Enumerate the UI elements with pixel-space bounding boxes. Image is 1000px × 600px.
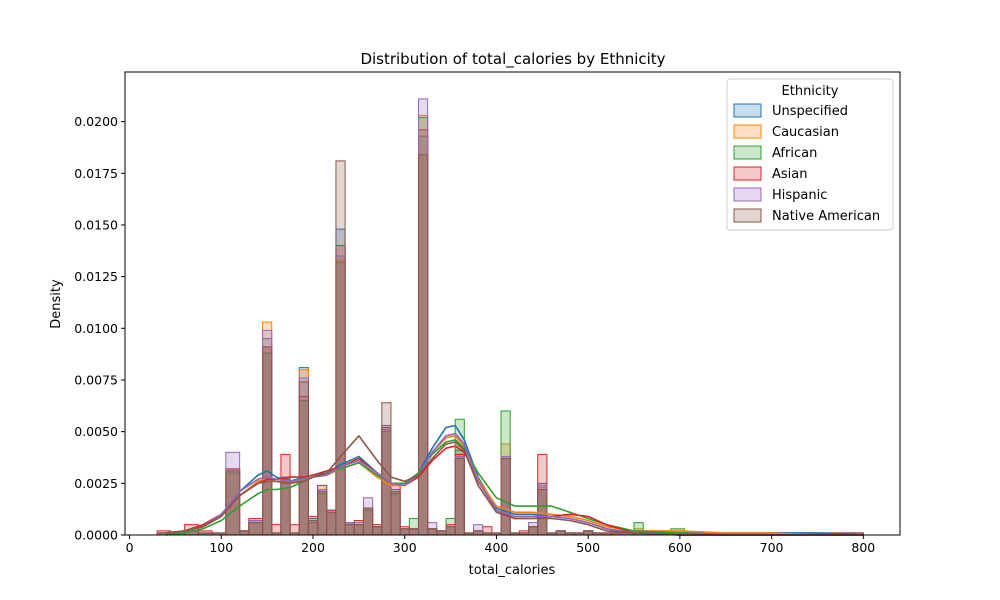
legend-label: Native American <box>772 209 880 224</box>
bar-native-american <box>239 530 250 536</box>
legend-swatch <box>733 187 762 202</box>
bar-native-american <box>528 526 539 536</box>
bar-native-american <box>298 381 309 536</box>
y-axis: 0.0000 0.0025 0.0050 0.0075 0.0100 0.0125 0.01… <box>74 114 125 543</box>
legend-item-hispanic: Hispanic <box>733 187 827 203</box>
bar-native-american <box>390 491 401 536</box>
legend-label: Caucasian <box>772 125 839 140</box>
x-tick-label: 500 <box>576 540 600 555</box>
legend-frame <box>726 78 894 231</box>
legend-item-african: African <box>733 145 817 161</box>
y-tick-label: 0.0100 <box>74 321 118 336</box>
x-tick-label: 200 <box>301 540 325 555</box>
y-tick-label: 0.0075 <box>74 372 118 387</box>
bar-native-american <box>335 160 346 536</box>
kde-line-hispanic <box>165 432 865 536</box>
legend-swatch <box>733 208 762 223</box>
legend: Ethnicity Unspecified Caucasian African Asi… <box>726 78 894 231</box>
legend-swatch <box>733 103 762 118</box>
y-tick-label: 0.0200 <box>74 114 118 129</box>
bar-native-american <box>326 511 337 536</box>
legend-swatch <box>733 145 762 160</box>
x-tick-label: 0 <box>126 540 134 555</box>
bar-native-american <box>408 528 419 536</box>
bar-native-american <box>353 524 364 536</box>
kde-curves <box>165 424 865 536</box>
chart-title: Distribution of total_calories by Ethnic… <box>360 50 665 69</box>
legend-label: Asian <box>772 167 807 182</box>
bar-native-american <box>555 530 566 536</box>
y-tick-label: 0.0050 <box>74 424 118 439</box>
bar-native-american <box>417 154 429 536</box>
y-tick-label: 0.0000 <box>74 528 118 543</box>
bar-native-american <box>399 528 410 536</box>
legend-item-native-american: Native American <box>733 208 880 224</box>
bar-native-american <box>362 507 374 536</box>
legend-swatch <box>733 166 762 181</box>
y-axis-label: Density <box>49 279 64 329</box>
kde-line-asian <box>165 445 865 536</box>
bar-native-american <box>445 526 456 536</box>
bar-native-american <box>454 458 465 536</box>
x-axis: 0 100 200 300 400 500 600 700 800 <box>126 535 875 555</box>
bar-native-american <box>583 530 594 536</box>
x-tick-label: 600 <box>668 540 692 555</box>
bar-native-american <box>427 528 438 536</box>
legend-item-caucasian: Caucasian <box>733 124 839 140</box>
x-tick-label: 400 <box>485 540 509 555</box>
bar-native-american <box>317 491 328 536</box>
bar-native-american <box>500 458 511 536</box>
bar-native-american <box>372 526 383 536</box>
y-tick-label: 0.0025 <box>74 476 118 491</box>
x-axis-label: total_calories <box>469 563 556 578</box>
plot-frame <box>124 71 901 536</box>
legend-item-asian: Asian <box>733 166 807 182</box>
bar-native-american <box>307 520 319 536</box>
legend-swatch <box>733 124 762 139</box>
series-native-american-bars <box>156 154 864 536</box>
legend-item-unspecified: Unspecified <box>733 103 848 119</box>
y-tick-label: 0.0125 <box>74 269 118 284</box>
bar-native-american <box>262 346 273 536</box>
y-tick-label: 0.0150 <box>74 217 118 232</box>
bar-native-american <box>436 530 447 536</box>
legend-label: African <box>772 146 817 161</box>
kde-line-native-american <box>165 434 865 536</box>
legend-label: Unspecified <box>772 104 848 119</box>
x-tick-label: 800 <box>851 540 875 555</box>
bar-native-american <box>344 524 355 536</box>
bar-native-american <box>248 522 264 536</box>
x-tick-label: 300 <box>393 540 417 555</box>
x-tick-label: 100 <box>209 540 233 555</box>
legend-title: Ethnicity <box>782 84 839 99</box>
x-tick-label: 700 <box>760 540 784 555</box>
bar-native-american <box>473 530 484 536</box>
y-tick-label: 0.0175 <box>74 166 118 181</box>
legend-label: Hispanic <box>772 188 827 203</box>
